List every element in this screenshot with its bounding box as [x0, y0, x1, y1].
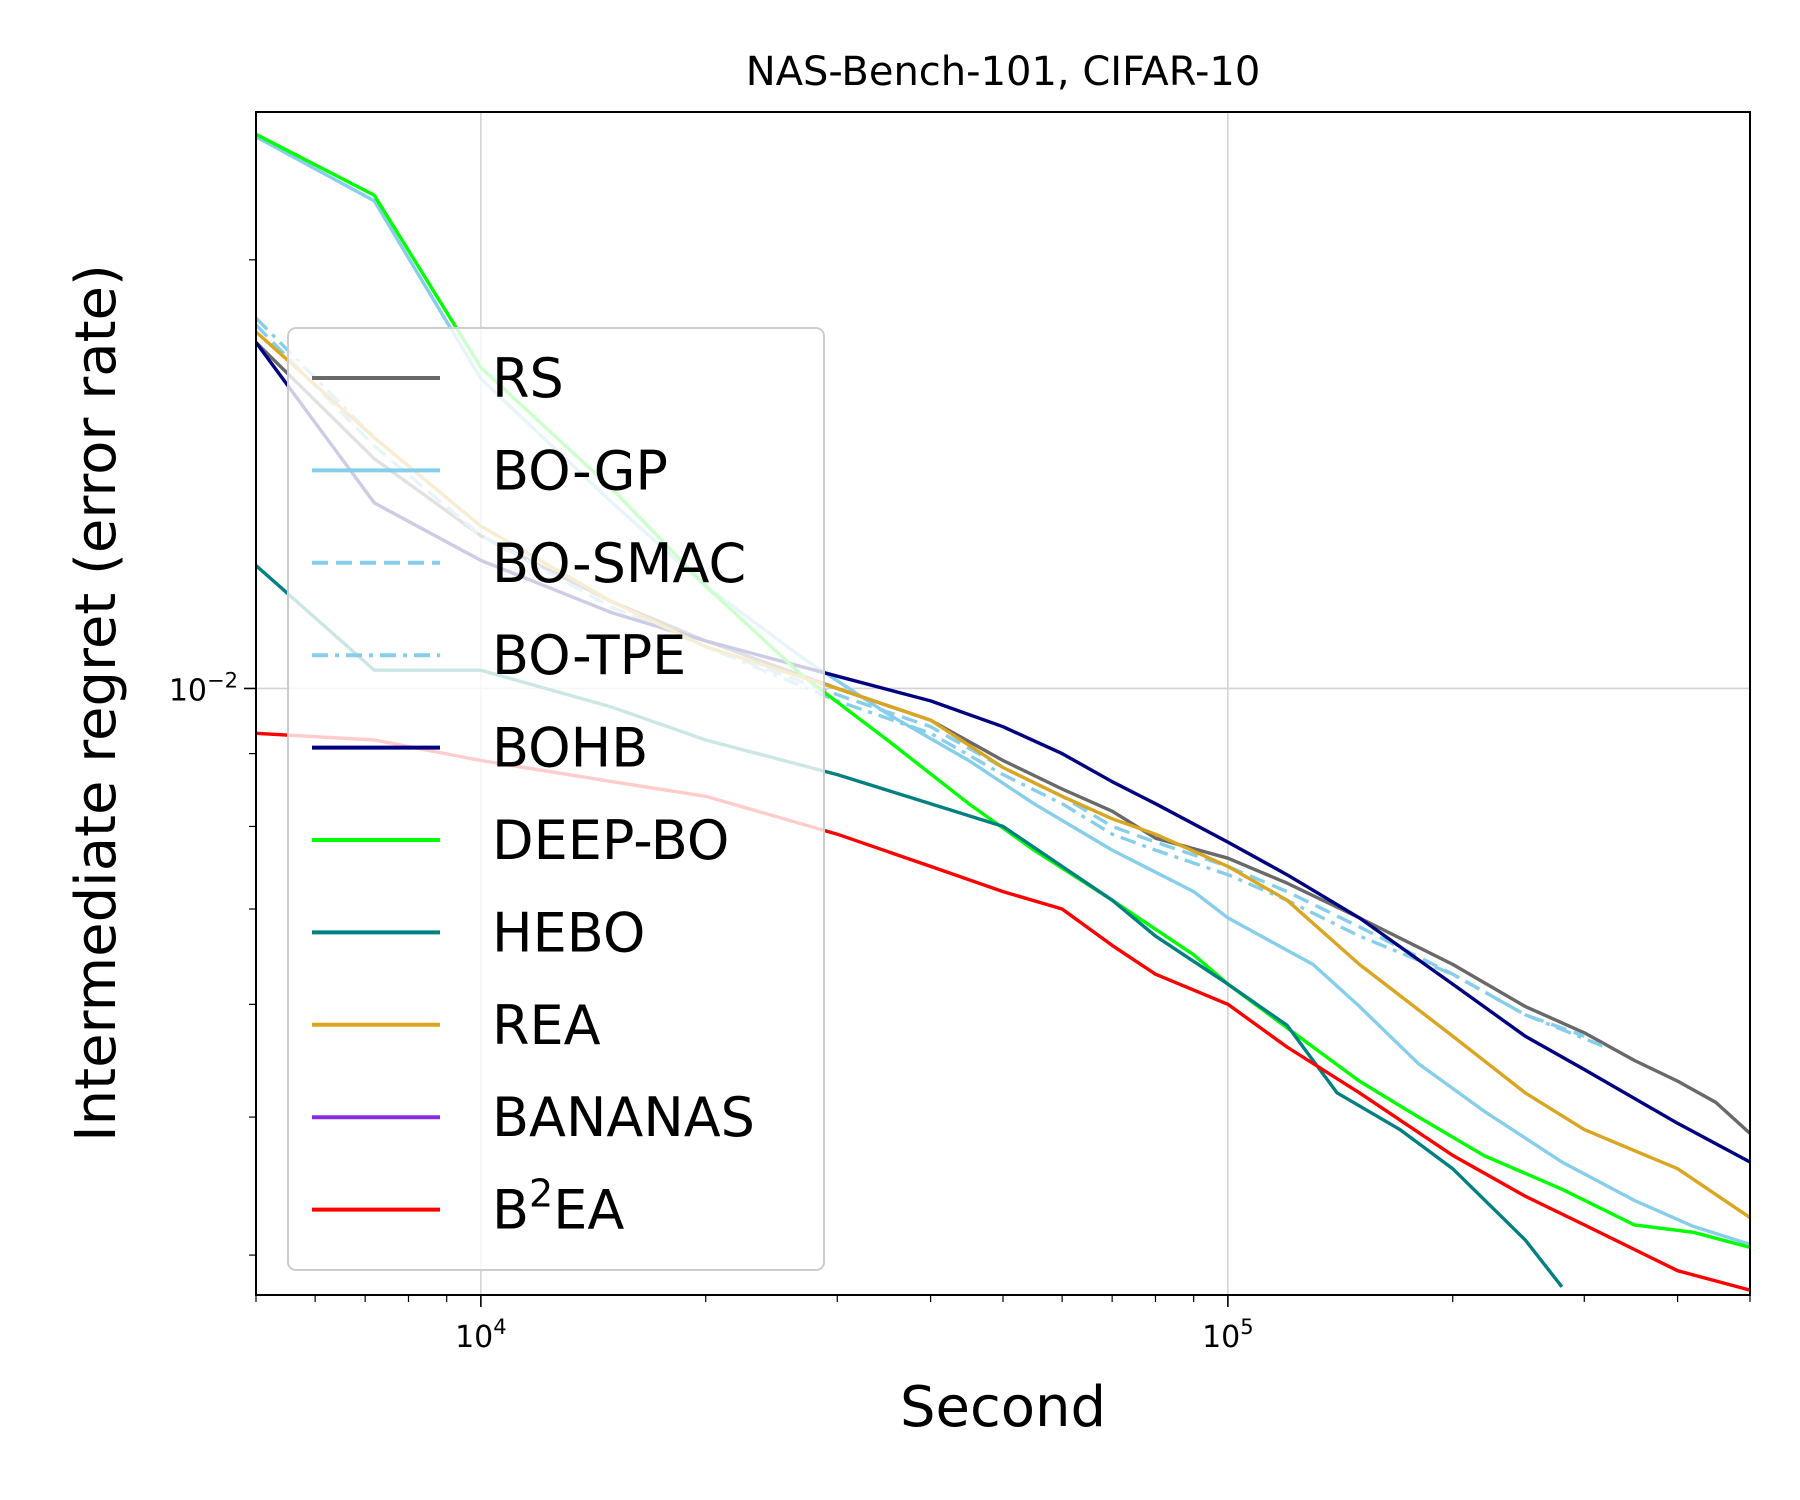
y-axis-label: Intermediate regret (error rate)	[64, 264, 129, 1142]
legend-label: B2EA	[492, 1172, 624, 1242]
legend-label: BANANAS	[492, 1086, 755, 1149]
chart-title: NAS-Bench-101, CIFAR-10	[746, 49, 1261, 95]
legend-label: BO-GP	[492, 439, 668, 502]
series-line-bo-tpe	[256, 316, 1606, 1049]
legend-label: BO-SMAC	[492, 532, 746, 595]
legend-label: BOHB	[492, 717, 648, 780]
y-tick-label: 10−2	[169, 668, 238, 708]
x-tick-label: 104	[455, 1315, 507, 1355]
legend-label: REA	[492, 994, 601, 1057]
x-tick-label: 105	[1202, 1315, 1254, 1355]
legend-label: HEBO	[492, 901, 645, 964]
legend-label: DEEP-BO	[492, 809, 729, 872]
legend-label: RS	[492, 347, 564, 410]
legend: RS BO-GP BO-SMAC BO-TPE BOHB DEEP-BO HEBO REA BA…	[287, 327, 825, 1271]
legend-label: BO-TPE	[492, 624, 686, 687]
x-axis-label: Second	[900, 1375, 1106, 1440]
